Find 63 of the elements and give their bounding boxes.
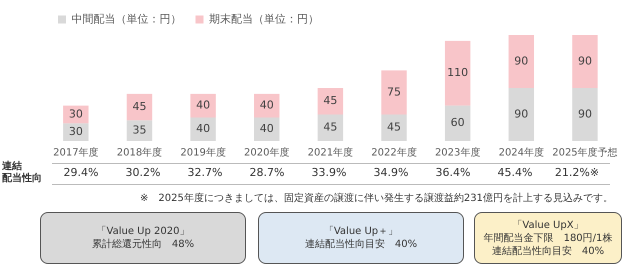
bar xyxy=(381,70,407,114)
text: 連結配当性向目安 40% xyxy=(492,244,604,258)
text: 45.4% xyxy=(496,166,534,179)
text: 21.2%※ xyxy=(554,166,600,179)
text: 34.9% xyxy=(372,166,410,179)
text: 「Value Up＋」 xyxy=(324,225,398,238)
bar xyxy=(444,106,470,141)
data-label: 75 xyxy=(387,85,402,98)
x-tick-label: 2019年度 xyxy=(180,146,226,159)
bar xyxy=(126,94,152,120)
data-label: 90 xyxy=(578,54,592,68)
text: 36.4% xyxy=(434,166,472,179)
data-label: 45 xyxy=(387,120,402,134)
data-label: 40 xyxy=(196,98,210,112)
bar xyxy=(508,88,534,141)
bar xyxy=(381,114,407,141)
text: 29.4% xyxy=(62,166,100,179)
data-label: 40 xyxy=(260,122,274,136)
x-tick-label: 2023年度 xyxy=(434,146,480,159)
x-tick-label: 2024年度 xyxy=(498,146,544,159)
x-tick-label: 2018年度 xyxy=(116,146,162,159)
data-label: 35 xyxy=(132,124,146,137)
text: 配当性向 xyxy=(2,173,42,185)
x-tick-label: 2021年度 xyxy=(308,146,354,159)
text: 32.7% xyxy=(186,166,224,179)
x-tick-label: 2017年度 xyxy=(53,146,99,159)
bar xyxy=(254,94,280,118)
data-label: 90 xyxy=(578,107,592,120)
data-label: 30 xyxy=(68,125,83,138)
bar xyxy=(572,35,598,88)
x-tick-label: 2020年度 xyxy=(244,146,290,159)
bar xyxy=(254,117,280,141)
data-label: 40 xyxy=(260,98,274,112)
data-label: 30 xyxy=(68,107,83,120)
bar xyxy=(190,117,216,141)
text: ※ 2025年度につきましては、固定資産の譲渡に伴い発生する譲渡益約231億円を計上する見込みです。 xyxy=(140,192,613,205)
text: 累計総還元性向 48% xyxy=(92,238,194,251)
data-label: 40 xyxy=(196,122,210,136)
data-label: 90 xyxy=(514,54,528,68)
data-label: 45 xyxy=(323,94,338,108)
text: 「Value Up 2020」 xyxy=(96,225,190,238)
x-tick-label: 2022年度 xyxy=(371,146,417,159)
text: 33.9% xyxy=(310,166,348,179)
legend-label: 中間配当（単位：円） xyxy=(72,12,182,26)
bar xyxy=(572,88,598,141)
bar xyxy=(508,35,534,88)
data-label: 110 xyxy=(447,66,468,80)
bar xyxy=(318,88,344,114)
bar xyxy=(318,114,344,141)
legend-label: 期末配当（単位：円） xyxy=(209,12,319,26)
data-label: 90 xyxy=(514,107,528,120)
text: 年間配当金下限 180円/1株 xyxy=(484,232,612,244)
data-label: 45 xyxy=(132,100,146,113)
text: 「Value UpX」 xyxy=(512,218,584,232)
x-tick-label: 2025年度予想 xyxy=(552,146,618,159)
text: 連結 xyxy=(2,161,23,172)
text: 30.2% xyxy=(124,166,162,179)
bar xyxy=(444,40,470,106)
bar xyxy=(190,94,216,118)
text: 連結配当性向目安 40% xyxy=(304,238,418,251)
data-label: 45 xyxy=(323,120,338,134)
text: 28.7% xyxy=(248,166,286,179)
data-label: 60 xyxy=(450,116,465,130)
